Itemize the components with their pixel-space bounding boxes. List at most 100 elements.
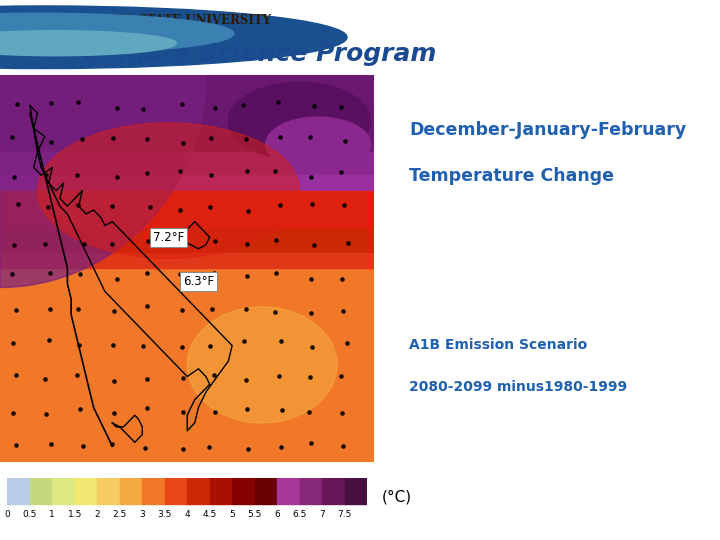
Point (174, 206, 186, 214)
Point (12, 200, 24, 208)
Point (45, 138, 57, 146)
Text: 2: 2 (94, 510, 100, 519)
Point (204, 342, 216, 350)
Bar (0, 75, 374, 152)
Point (76, 134, 88, 143)
Point (270, 268, 282, 277)
Bar (0, 191, 374, 198)
Point (138, 105, 149, 113)
Text: 1: 1 (50, 510, 55, 519)
Wedge shape (0, 75, 206, 287)
Point (240, 376, 251, 384)
Text: 7.2°F: 7.2°F (153, 231, 184, 244)
Bar (300, 478, 323, 504)
Text: 4: 4 (184, 510, 190, 519)
Point (335, 372, 346, 381)
Bar (7, 478, 30, 504)
Bar (345, 478, 367, 504)
Text: 2.5: 2.5 (112, 510, 127, 519)
Point (44, 336, 55, 345)
Point (108, 377, 120, 386)
Bar (232, 478, 255, 504)
Bar (210, 478, 232, 504)
Point (237, 100, 248, 109)
Point (10, 441, 22, 449)
Point (269, 167, 281, 176)
Point (10, 306, 22, 314)
Bar (255, 478, 277, 504)
Bar (165, 478, 187, 504)
Point (240, 134, 252, 143)
Point (138, 342, 149, 350)
Point (176, 306, 188, 314)
Point (208, 370, 220, 379)
Point (106, 440, 117, 449)
Point (305, 309, 316, 318)
Text: Climate Science Program: Climate Science Program (83, 42, 436, 66)
Point (238, 336, 250, 345)
Text: Temperature Change: Temperature Change (409, 167, 614, 185)
Point (176, 444, 188, 453)
Point (337, 275, 348, 284)
Bar (0, 191, 374, 229)
Point (72, 171, 84, 179)
Text: 3: 3 (140, 510, 145, 519)
Point (272, 98, 284, 106)
Point (107, 340, 119, 349)
Text: 3.5: 3.5 (158, 510, 172, 519)
Point (141, 168, 153, 177)
Point (45, 440, 57, 448)
Point (176, 100, 187, 109)
Bar (187, 478, 210, 504)
Point (107, 134, 119, 143)
Point (173, 241, 184, 249)
Bar (0, 152, 374, 175)
Point (6, 269, 18, 278)
Point (141, 404, 153, 413)
Point (9, 173, 20, 181)
Point (78, 239, 90, 248)
Point (106, 202, 117, 211)
Point (175, 269, 186, 278)
Point (336, 167, 347, 176)
Point (304, 407, 315, 416)
Point (240, 405, 252, 414)
Point (108, 408, 120, 417)
Point (243, 207, 254, 215)
Point (209, 408, 220, 416)
Point (111, 172, 122, 181)
Point (206, 171, 217, 179)
Point (304, 373, 315, 381)
Point (142, 268, 153, 277)
Point (174, 167, 186, 176)
Point (274, 201, 285, 210)
Ellipse shape (37, 123, 300, 259)
Point (306, 200, 318, 208)
Point (305, 275, 317, 284)
Point (176, 138, 188, 147)
Point (206, 305, 217, 313)
Point (305, 438, 317, 447)
Text: 6.5: 6.5 (292, 510, 307, 519)
Point (144, 202, 156, 211)
Bar (0, 175, 374, 191)
Bar (142, 478, 165, 504)
Point (341, 339, 353, 348)
Circle shape (0, 6, 347, 69)
Point (336, 408, 348, 417)
Point (275, 443, 287, 452)
Point (208, 268, 220, 277)
Point (143, 237, 154, 246)
Text: (°C): (°C) (382, 489, 412, 504)
Point (39, 239, 50, 248)
Bar (0, 230, 374, 253)
Point (210, 237, 221, 245)
Point (7, 339, 19, 347)
Text: 5: 5 (230, 510, 235, 519)
Point (338, 306, 349, 315)
Ellipse shape (266, 117, 371, 171)
Text: 7.5: 7.5 (338, 510, 352, 519)
Circle shape (0, 31, 176, 56)
Point (6, 132, 18, 141)
Point (10, 371, 22, 380)
